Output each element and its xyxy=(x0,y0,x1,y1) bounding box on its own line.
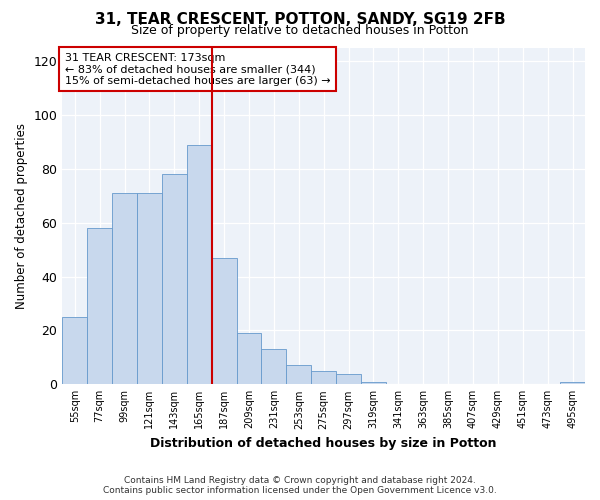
Text: 31 TEAR CRESCENT: 173sqm
← 83% of detached houses are smaller (344)
15% of semi-: 31 TEAR CRESCENT: 173sqm ← 83% of detach… xyxy=(65,52,331,86)
Bar xyxy=(286,366,311,384)
Text: Contains HM Land Registry data © Crown copyright and database right 2024.
Contai: Contains HM Land Registry data © Crown c… xyxy=(103,476,497,495)
Y-axis label: Number of detached properties: Number of detached properties xyxy=(15,123,28,309)
Bar xyxy=(212,258,236,384)
Bar xyxy=(311,371,336,384)
Bar xyxy=(87,228,112,384)
Bar xyxy=(137,193,162,384)
Bar xyxy=(62,317,87,384)
Text: Size of property relative to detached houses in Potton: Size of property relative to detached ho… xyxy=(131,24,469,37)
Bar xyxy=(162,174,187,384)
Text: 31, TEAR CRESCENT, POTTON, SANDY, SG19 2FB: 31, TEAR CRESCENT, POTTON, SANDY, SG19 2… xyxy=(95,12,505,28)
X-axis label: Distribution of detached houses by size in Potton: Distribution of detached houses by size … xyxy=(151,437,497,450)
Bar xyxy=(112,193,137,384)
Bar xyxy=(560,382,585,384)
Bar xyxy=(187,144,212,384)
Bar xyxy=(262,350,286,384)
Bar xyxy=(236,333,262,384)
Bar xyxy=(361,382,386,384)
Bar xyxy=(336,374,361,384)
